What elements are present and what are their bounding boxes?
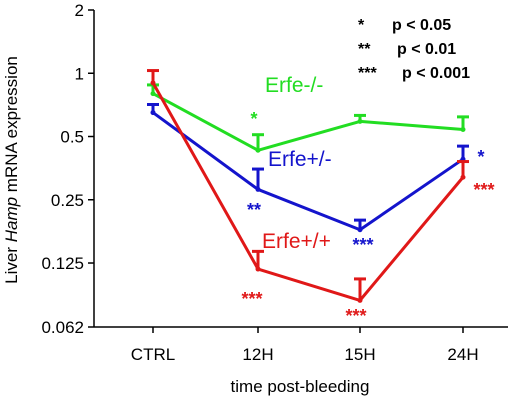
- data-point: [255, 266, 261, 272]
- significance-legend-stars: **: [358, 41, 371, 58]
- x-tick-label: 12H: [242, 345, 273, 364]
- significance-star: ***: [352, 235, 373, 255]
- data-point: [255, 147, 261, 153]
- series-line: [152, 92, 464, 152]
- significance-legend-stars: *: [358, 17, 365, 34]
- significance-legend-stars: ***: [358, 65, 377, 82]
- significance-legend-text: p < 0.01: [397, 41, 456, 58]
- data-point: [150, 80, 156, 86]
- significance-star: *: [477, 147, 484, 167]
- y-tick-label: 2: [75, 1, 84, 20]
- data-point: [460, 174, 466, 180]
- data-point: [150, 110, 156, 116]
- series-label: Erfe+/+: [262, 230, 331, 253]
- x-tick-label: CTRL: [131, 345, 175, 364]
- y-axis-title-part: Hamp: [2, 197, 21, 242]
- x-tick-label: 15H: [344, 345, 375, 364]
- x-axis-title: time post-bleeding: [231, 377, 370, 396]
- y-axis-title-part: Liver: [2, 242, 21, 284]
- series-line: [152, 111, 464, 232]
- y-tick-label: 1: [75, 64, 84, 83]
- y-tick-label: 0.5: [60, 128, 84, 147]
- y-tick-label: 0.125: [41, 254, 84, 273]
- significance-star: ***: [241, 289, 262, 309]
- y-tick-label: 0.062: [41, 318, 84, 337]
- x-tick-label: 24H: [447, 345, 478, 364]
- series-label: Erfe+/-: [268, 148, 332, 171]
- series-label: Erfe-/-: [265, 74, 323, 97]
- significance-star: **: [247, 200, 261, 220]
- series-line: [151, 82, 465, 302]
- chart-marks: [147, 69, 469, 303]
- significance-star: ***: [473, 180, 494, 200]
- data-point: [150, 91, 156, 97]
- axes: 2 1 0.5 0.25 0.125 0.062 CTRL 12H 15H 24H: [41, 1, 508, 364]
- data-point: [460, 126, 466, 132]
- significance-star: *: [250, 109, 257, 129]
- significance-star: ***: [345, 306, 366, 326]
- data-point: [357, 297, 363, 303]
- y-axis-title-part: mRNA expression: [2, 56, 21, 197]
- significance-legend-text: p < 0.001: [402, 65, 470, 82]
- y-tick-label: 0.25: [51, 191, 84, 210]
- significance-legend-text: p < 0.05: [392, 17, 451, 34]
- data-point: [255, 186, 261, 192]
- chart-labels: time post-bleeding Liver Hamp mRNA expres…: [2, 17, 495, 396]
- data-point: [357, 227, 363, 233]
- y-axis-title: Liver Hamp mRNA expression: [2, 56, 21, 284]
- data-point: [357, 118, 363, 124]
